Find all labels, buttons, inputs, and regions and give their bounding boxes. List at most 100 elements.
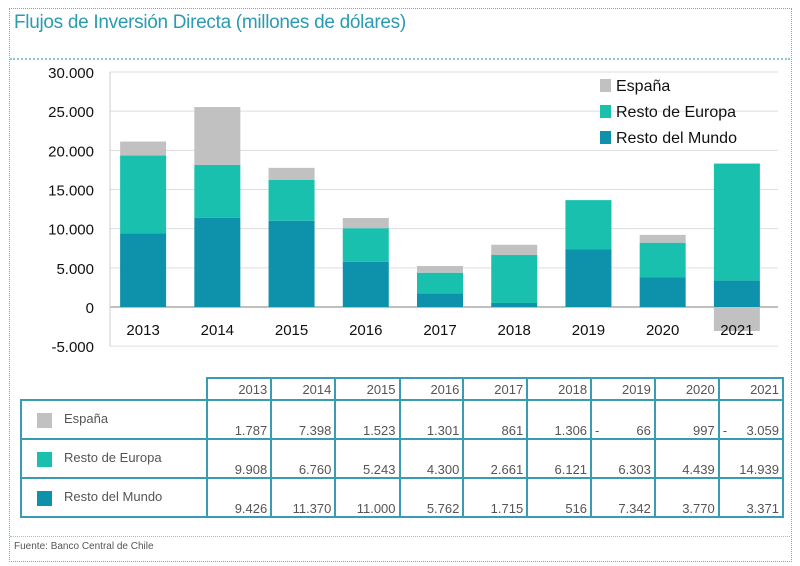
table-cell: - 66 (590, 399, 656, 440)
x-tick-label: 2017 (423, 322, 456, 339)
cell-value: 3.059 (746, 423, 779, 438)
bar-segment (194, 164, 241, 218)
table-header-row: 2013 2014 2015 2016 2017 2018 2019 2020 2021 (21, 377, 785, 401)
legend-swatch (600, 105, 611, 118)
divider (10, 536, 790, 537)
legend-swatch (600, 131, 611, 144)
bar-segment (491, 244, 538, 256)
bar-segment (417, 293, 463, 307)
x-tick-label: 2020 (646, 322, 679, 339)
year-header: 2014 (270, 377, 337, 401)
year-header: 2018 (526, 377, 593, 401)
bar-segment (417, 265, 463, 273)
table-cell: 9.426 (206, 477, 273, 518)
table-cell: 11.000 (334, 477, 401, 518)
year-header: 2017 (462, 377, 529, 401)
data-table: 2013 2014 2015 2016 2017 2018 2019 2020 2021 Espa… (19, 377, 785, 518)
bar-segment (639, 277, 686, 307)
table-cell: 6.760 (270, 438, 337, 479)
row-label-text: Resto de Europa (64, 450, 162, 466)
bar-segment (639, 234, 686, 243)
table-cell: 3.371 (717, 477, 785, 518)
legend-swatch (600, 79, 611, 92)
table-cell: 3.770 (653, 477, 720, 518)
minus-sign: - (595, 423, 600, 438)
x-tick-label: 2018 (498, 322, 531, 339)
table-cell: 1.715 (462, 477, 529, 518)
table-cell: 7.342 (590, 477, 656, 518)
minus-sign: - (722, 423, 728, 438)
table-cell: 1.787 (206, 399, 273, 440)
y-tick-label: 5.000 (56, 261, 94, 278)
legend-label: Resto del Mundo (616, 130, 737, 147)
divider (10, 58, 790, 60)
table-cell: 11.370 (270, 477, 337, 518)
table-cell: 7.398 (270, 399, 337, 440)
bar-segment (713, 163, 760, 281)
bar-segment (639, 242, 686, 278)
bar-segment (491, 255, 538, 303)
year-header: 2015 (334, 377, 401, 401)
table-cell: 4.300 (398, 438, 465, 479)
table-row: Resto de Europa 9.908 6.760 5.243 4.300 2.661… (19, 438, 785, 479)
y-tick-label: 10.000 (48, 222, 94, 239)
bar-segment (565, 307, 612, 308)
year-header: 2021 (717, 377, 785, 401)
table-corner (21, 378, 207, 400)
table-cell: 861 (462, 399, 529, 440)
legend-label: España (616, 78, 670, 95)
table-row: España 1.787 7.398 1.523 1.301 861 1.306-66 997… (19, 399, 785, 440)
bar-segment (268, 220, 315, 307)
y-tick-label: 0 (86, 300, 94, 317)
table-cell: 1.301 (398, 399, 465, 440)
y-tick-label: 25.000 (48, 104, 94, 121)
y-tick-label: -5.000 (51, 339, 94, 356)
bar-segment (713, 307, 760, 331)
x-tick-label: 2021 (720, 322, 753, 339)
table-cell: 5.762 (398, 477, 465, 518)
table-cell: 2.661 (462, 438, 529, 479)
bar-segment (268, 167, 315, 180)
year-header: 2019 (590, 377, 656, 401)
x-tick-label: 2014 (201, 322, 234, 339)
bar-segment (417, 272, 463, 294)
row-label: Resto de Europa (19, 438, 209, 479)
bar-segment (491, 302, 538, 307)
table-cell: 9.908 (206, 438, 273, 479)
y-tick-label: 15.000 (48, 183, 94, 200)
year-header: 2016 (398, 377, 465, 401)
bar-segment (194, 217, 241, 307)
legend-swatch (37, 490, 52, 506)
table-cell: - 3.059 (717, 399, 785, 440)
table-cell: 1.306 (526, 399, 593, 440)
row-label-text: Resto del Mundo (64, 489, 163, 505)
table-cell: 1.523 (334, 399, 401, 440)
table-cell: 14.939 (717, 438, 785, 479)
bar-segment (565, 200, 612, 250)
row-label-text: España (64, 411, 109, 427)
table-cell: 516 (526, 477, 593, 518)
table-cell: 6.121 (526, 438, 593, 479)
x-tick-label: 2019 (572, 322, 605, 339)
legend-swatch (37, 412, 52, 428)
bar-segment (120, 141, 167, 156)
y-tick-label: 20.000 (48, 143, 94, 160)
bar-segment (342, 228, 389, 262)
bar-segment (713, 280, 760, 307)
table-row: Resto del Mundo 9.426 11.370 11.000 5.762 1.7… (19, 477, 785, 518)
x-tick-label: 2016 (349, 322, 382, 339)
bar-segment (120, 155, 167, 234)
table-cell: 4.439 (653, 438, 720, 479)
bar-segment (194, 107, 241, 165)
table-cell: 6.303 (590, 438, 656, 479)
legend-label: Resto de Europa (616, 104, 736, 121)
bar-segment (268, 179, 315, 221)
cell-value: 66 (636, 423, 651, 438)
bar-segment (565, 249, 612, 307)
year-header: 2020 (653, 377, 720, 401)
bar-chart: -5.000 0 5.000 10.000 15.000 20.000 25.000 30.0… (48, 65, 778, 356)
bar-segment (342, 261, 389, 307)
table-cell: 5.243 (334, 438, 401, 479)
chart-frame (9, 8, 792, 562)
x-tick-label: 2015 (275, 322, 308, 339)
